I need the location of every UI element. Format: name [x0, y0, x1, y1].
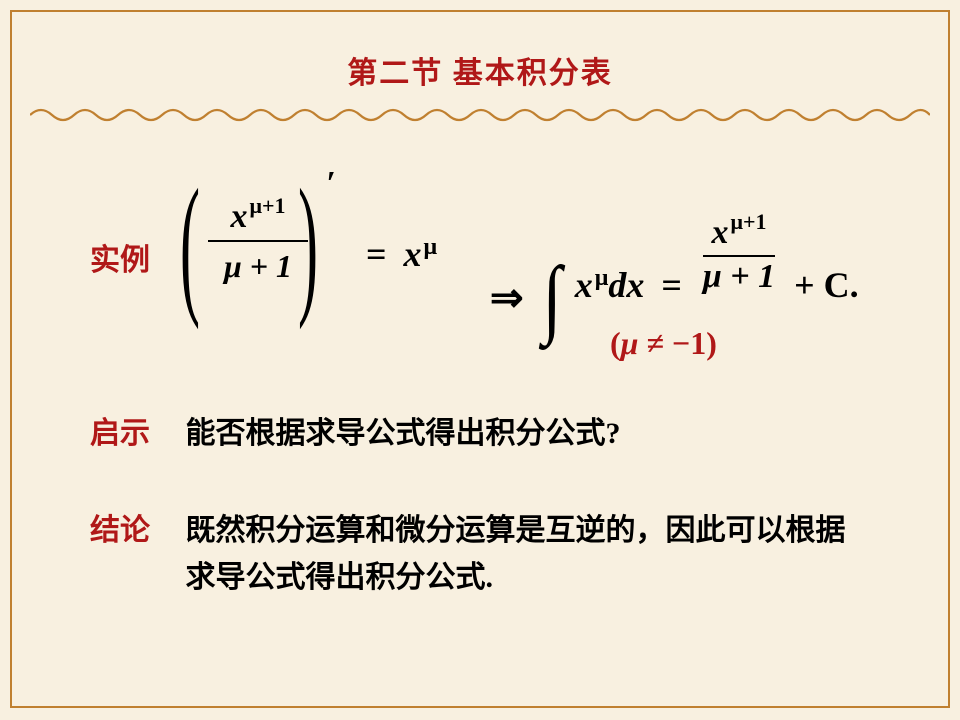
eq-sign-2: =	[653, 265, 690, 305]
hint-text: 能否根据求导公式得出积分公式?	[158, 417, 621, 450]
cond-open: (	[610, 325, 621, 361]
cond-close: )	[706, 325, 717, 361]
label-hint: 启示	[90, 417, 150, 450]
eq-rhs-exp: μ	[422, 234, 438, 260]
condition: (μ ≠ −1)	[610, 325, 717, 362]
int-exp: μ	[593, 265, 609, 291]
integral-sign: ∫	[543, 273, 566, 326]
hint-line: 启示 能否根据求导公式得出积分公式?	[90, 408, 900, 452]
arrow-icon: ⇒	[490, 275, 534, 320]
int-dx: dx	[608, 265, 644, 305]
label-example: 实例	[90, 235, 150, 279]
lhs-den: μ + 1	[224, 248, 292, 284]
lhs-num-exp: μ+1	[247, 193, 285, 218]
eq-sign-1: =	[366, 234, 387, 274]
paren-left: (	[180, 179, 200, 309]
page-title: 第二节 基本积分表	[0, 48, 960, 92]
period: .	[850, 265, 859, 305]
cond-mu: μ	[621, 325, 639, 361]
fraction-rhs: xμ+1 μ + 1	[703, 209, 775, 294]
rhs-den: μ + 1	[703, 260, 775, 294]
conclusion-text: 既然积分运算和微分运算是互逆的，因此可以根据求导公式得出积分公式.	[158, 508, 866, 601]
derivative-term: ( xμ+1 μ + 1 ) ′	[180, 179, 340, 319]
integral-term: ⇒ ∫ xμdx = xμ+1 μ + 1 + C.	[490, 209, 859, 321]
cond-ne: ≠	[638, 325, 672, 361]
lhs-num-base: x	[230, 198, 247, 235]
cond-neg1: −1	[672, 325, 706, 361]
fraction-lhs: xμ+1 μ + 1	[208, 193, 308, 285]
divider-wave	[30, 108, 930, 122]
int-base: x	[575, 265, 593, 305]
plus-c: + C	[788, 265, 850, 305]
formula-row: 实例 ( xμ+1 μ + 1 ) ′ = xμ ⇒ ∫ xμdx = xμ	[90, 175, 900, 335]
rhs-num-exp: μ+1	[728, 209, 766, 234]
equals-xmu: = xμ	[366, 233, 437, 275]
eq-rhs-base: x	[404, 234, 422, 274]
label-conclusion: 结论	[90, 514, 150, 547]
rhs-num-base: x	[711, 214, 728, 251]
prime-mark: ′	[326, 165, 336, 203]
paren-right: )	[298, 179, 318, 309]
conclusion-line: 结论 既然积分运算和微分运算是互逆的，因此可以根据求导公式得出积分公式.	[90, 508, 880, 601]
